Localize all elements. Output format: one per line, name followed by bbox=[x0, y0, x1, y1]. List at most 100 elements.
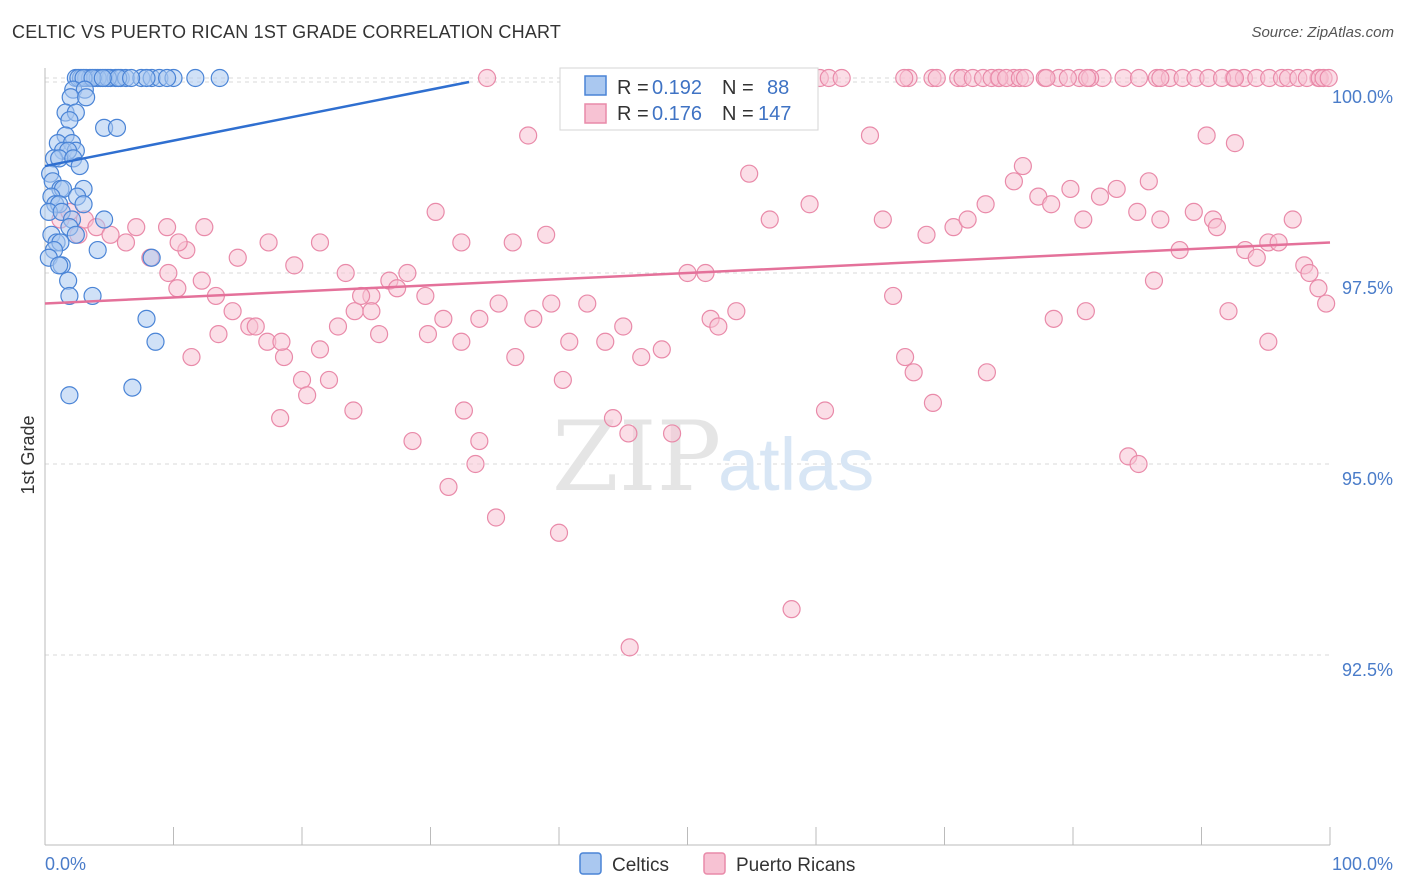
puerto-rican-point bbox=[1074, 210, 1093, 229]
puerto-rican-point bbox=[632, 347, 651, 367]
puerto-rican-point bbox=[1184, 202, 1203, 221]
legend: Celtics Puerto Ricans bbox=[579, 852, 855, 876]
puerto-rican-point bbox=[434, 309, 453, 328]
y-axis-title: 1st Grade bbox=[18, 415, 38, 494]
puerto-rican-point bbox=[800, 195, 819, 214]
celtic-point bbox=[95, 210, 114, 229]
celtic-point bbox=[60, 386, 79, 405]
puerto-rican-point bbox=[1317, 294, 1336, 313]
puerto-rican-point bbox=[537, 225, 556, 244]
x-tick-label-min: 0.0% bbox=[45, 854, 86, 874]
puerto-rican-point bbox=[977, 363, 997, 382]
puerto-rican-point bbox=[1247, 248, 1266, 267]
celtic-point bbox=[210, 68, 229, 88]
puerto-rican-point bbox=[506, 347, 525, 367]
celtic-point bbox=[50, 256, 69, 275]
puerto-rican-point bbox=[1129, 68, 1149, 88]
celtic-point bbox=[60, 286, 79, 306]
puerto-rican-point bbox=[1058, 68, 1077, 88]
celtic-point bbox=[93, 68, 112, 88]
puerto-rican-point bbox=[760, 210, 779, 229]
puerto-rican-point bbox=[195, 218, 214, 237]
puerto-rican-point bbox=[560, 332, 579, 351]
puerto-rican-point bbox=[168, 279, 187, 298]
celtic-point bbox=[137, 68, 156, 88]
puerto-rican-point bbox=[976, 195, 995, 214]
puerto-rican-point bbox=[923, 393, 943, 412]
puerto-rican-point bbox=[344, 401, 363, 420]
stats-box: R = 0.192 N = 88 R = 0.176 N = 147 bbox=[559, 67, 819, 131]
celtic-point bbox=[60, 111, 79, 130]
legend-label-puerto-rican: Puerto Ricans bbox=[736, 855, 855, 876]
celtic-point bbox=[146, 332, 165, 351]
puerto-rican-point bbox=[1042, 195, 1061, 214]
puerto-rican-point bbox=[917, 225, 936, 244]
puerto-rican-point bbox=[958, 210, 977, 229]
celtic-point bbox=[77, 88, 96, 107]
puerto-rican-point bbox=[362, 302, 381, 321]
puerto-rican-point bbox=[524, 309, 543, 328]
celtic-point bbox=[186, 68, 205, 88]
puerto-rican-point bbox=[345, 302, 364, 321]
puerto-rican-point bbox=[1225, 68, 1245, 88]
puerto-rican-point bbox=[1319, 68, 1338, 88]
puerto-rican-point bbox=[620, 638, 639, 657]
puerto-rican-point bbox=[454, 401, 474, 420]
puerto-rican-point bbox=[596, 332, 615, 351]
puerto-rican-point bbox=[1225, 134, 1245, 153]
puerto-rican-point bbox=[272, 332, 291, 351]
puerto-rican-point bbox=[328, 317, 348, 336]
puerto-rican-point bbox=[519, 126, 538, 145]
grid-lines bbox=[45, 77, 1330, 656]
stats-r-label-pr: R = bbox=[617, 103, 649, 125]
puerto-rican-points bbox=[51, 68, 1338, 657]
puerto-rican-point bbox=[603, 409, 623, 428]
puerto-rican-point bbox=[426, 202, 445, 221]
celtic-point bbox=[121, 68, 141, 88]
puerto-rican-point bbox=[319, 370, 339, 390]
puerto-rican-point bbox=[549, 523, 569, 542]
puerto-rican-point bbox=[1139, 172, 1158, 191]
puerto-rican-point bbox=[1107, 179, 1126, 199]
puerto-rican-point bbox=[1207, 218, 1227, 237]
puerto-rican-point bbox=[466, 454, 485, 474]
puerto-rican-point bbox=[782, 600, 801, 619]
puerto-rican-point bbox=[274, 347, 294, 367]
puerto-rican-point bbox=[619, 424, 638, 443]
puerto-rican-point bbox=[398, 263, 417, 283]
puerto-rican-point bbox=[1300, 263, 1319, 283]
puerto-rican-point bbox=[614, 317, 633, 336]
puerto-rican-point bbox=[127, 218, 146, 237]
puerto-rican-point bbox=[1151, 210, 1170, 229]
y-tick-label: 92.5% bbox=[1342, 660, 1393, 680]
watermark: ZIP atlas bbox=[552, 401, 874, 513]
celtic-point bbox=[59, 271, 78, 290]
puerto-rican-point bbox=[1283, 210, 1302, 229]
stats-n-label-pr: N = bbox=[722, 103, 754, 125]
stats-n-celtic: 88 bbox=[767, 77, 789, 99]
puerto-rican-point bbox=[439, 477, 458, 497]
puerto-rican-point bbox=[904, 363, 923, 382]
y-tick-label: 100.0% bbox=[1332, 87, 1393, 107]
puerto-rican-point bbox=[1128, 202, 1147, 221]
puerto-rican-point bbox=[578, 294, 597, 313]
chart-title: CELTIC VS PUERTO RICAN 1ST GRADE CORRELA… bbox=[12, 22, 562, 42]
puerto-rican-point bbox=[1090, 187, 1110, 206]
puerto-rican-point bbox=[553, 370, 572, 390]
puerto-rican-point bbox=[709, 317, 728, 336]
celtic-point bbox=[66, 225, 85, 244]
puerto-rican-point bbox=[1197, 126, 1216, 145]
puerto-rican-point bbox=[542, 294, 561, 313]
celtic-point bbox=[123, 378, 142, 397]
puerto-rican-point bbox=[944, 218, 963, 237]
puerto-rican-point bbox=[470, 431, 489, 451]
puerto-rican-point bbox=[895, 347, 915, 367]
puerto-rican-point bbox=[895, 68, 914, 88]
puerto-rican-point bbox=[116, 233, 136, 252]
puerto-rican-point bbox=[1076, 302, 1095, 321]
puerto-rican-point bbox=[489, 294, 508, 313]
legend-label-celtic: Celtics bbox=[612, 855, 669, 876]
source-label: Source: ZipAtlas.com bbox=[1251, 24, 1394, 41]
watermark-zip: ZIP bbox=[552, 401, 721, 513]
stats-swatch-puerto-rican bbox=[584, 103, 607, 124]
